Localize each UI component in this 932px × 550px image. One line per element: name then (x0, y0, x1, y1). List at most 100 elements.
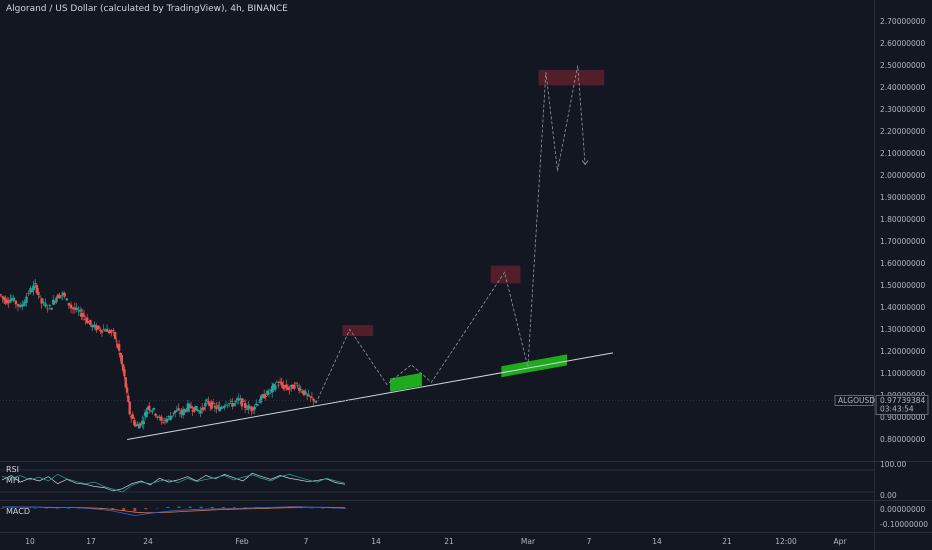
candle-body (151, 411, 154, 413)
candle-body (117, 344, 121, 351)
candle-body (61, 292, 65, 296)
last-price-value: 0.97739384 (880, 396, 926, 405)
candle-body (280, 382, 283, 386)
rsi-axis-top: 100.00 (880, 460, 906, 469)
candle-body (208, 403, 212, 406)
macd-histogram-bar (321, 508, 325, 509)
candle-body (107, 330, 111, 334)
time-tick-label: 21 (722, 537, 732, 546)
candle-body (38, 295, 42, 297)
macd-histogram-bar (232, 507, 236, 508)
candle-body (237, 398, 240, 401)
macd-histogram-bar (243, 507, 247, 508)
candle-body (170, 415, 174, 417)
candle-body (158, 417, 161, 418)
candle-body (142, 421, 145, 425)
macd-axis-top: 0.00000000 (880, 505, 926, 514)
macd-axis-bottom: -0.10000000 (880, 520, 928, 529)
candle-body (52, 299, 55, 305)
time-tick-label: Mar (521, 537, 536, 546)
candle-body (1, 296, 4, 298)
candle-body (278, 381, 282, 383)
macd-histogram-bar (44, 508, 48, 509)
candle-body (137, 424, 141, 429)
candle-body (82, 315, 86, 317)
candle-body (48, 305, 52, 306)
candle-body (185, 410, 188, 412)
price-axis[interactable]: 2.70000000 2.60000000 2.50000000 2.40000000… (880, 17, 926, 444)
candle-body (234, 401, 237, 403)
price-tick-label: 1.10000000 (880, 369, 926, 378)
time-tick-label: 14 (652, 537, 662, 546)
macd-pane[interactable]: MACD 0.00000000 -0.10000000 (0, 505, 929, 529)
macd-histogram-bar (11, 507, 15, 509)
candle-body (95, 325, 98, 331)
candle-body (177, 408, 180, 411)
candle-body (23, 301, 26, 307)
time-tick-label: 14 (371, 537, 381, 546)
candle-body (85, 317, 89, 323)
buy-zone (390, 372, 422, 392)
candle-body (183, 408, 186, 413)
price-tick-label: 2.40000000 (880, 83, 926, 92)
candle-body (123, 369, 126, 377)
candle-body (113, 331, 117, 339)
candle-body (73, 307, 77, 310)
candle-body (44, 303, 47, 307)
candle-body (27, 292, 30, 294)
time-tick-label: 10 (25, 537, 35, 546)
candle-body (232, 403, 236, 406)
candle-body (196, 409, 199, 412)
candle-body (312, 398, 315, 402)
candle-body (84, 319, 87, 321)
candle-body (313, 400, 317, 402)
candle-body (25, 296, 28, 303)
candle-body (37, 291, 40, 296)
macd-histogram-bar (310, 507, 314, 509)
candle-body (175, 410, 178, 412)
macd-histogram-bar (133, 508, 137, 512)
macd-histogram-bar (144, 508, 148, 510)
candle-body (282, 385, 285, 389)
candle-body (100, 330, 104, 333)
candle-body (200, 407, 204, 410)
candle-body (235, 398, 239, 401)
candle-body (156, 416, 159, 418)
candle-body (119, 352, 122, 358)
candle-body (143, 412, 147, 416)
candle-body (204, 402, 207, 407)
candle-body (270, 386, 274, 393)
candle-body (121, 364, 125, 371)
symbol-badge (834, 395, 874, 406)
candle-body (115, 340, 118, 342)
macd-label: MACD (6, 507, 30, 516)
candle-body (149, 410, 152, 412)
macd-histogram-bar (111, 508, 115, 510)
candle-body (305, 394, 309, 396)
time-axis[interactable]: 10 17 24 Feb 7 14 21 Mar 7 14 21 12:00 Apr (25, 537, 847, 546)
price-tick-label: 1.40000000 (880, 303, 926, 312)
candle-body (67, 302, 71, 306)
candle-body (32, 285, 35, 291)
macd-histogram-bar (66, 508, 70, 509)
support-trendline[interactable] (127, 352, 614, 440)
price-tick-label: 1.50000000 (880, 281, 926, 290)
candle-body (296, 385, 299, 387)
candle-body (160, 416, 163, 421)
candle-body (178, 413, 182, 415)
projection-arrowhead (581, 160, 589, 166)
candle-body (250, 406, 253, 411)
candle-body (290, 384, 293, 388)
last-price-badge (875, 395, 929, 415)
candle-body (248, 407, 252, 409)
candle-body (245, 408, 248, 410)
candle-body (104, 330, 107, 332)
price-tick-label: 2.30000000 (880, 105, 926, 114)
rsi-pane[interactable]: RSI MFI 100.00 0.00 (0, 460, 906, 500)
candle-body (247, 405, 250, 410)
candle-body (297, 387, 301, 391)
candle-body (239, 399, 242, 401)
candle-body (302, 390, 306, 396)
projection-path[interactable] (315, 65, 586, 404)
